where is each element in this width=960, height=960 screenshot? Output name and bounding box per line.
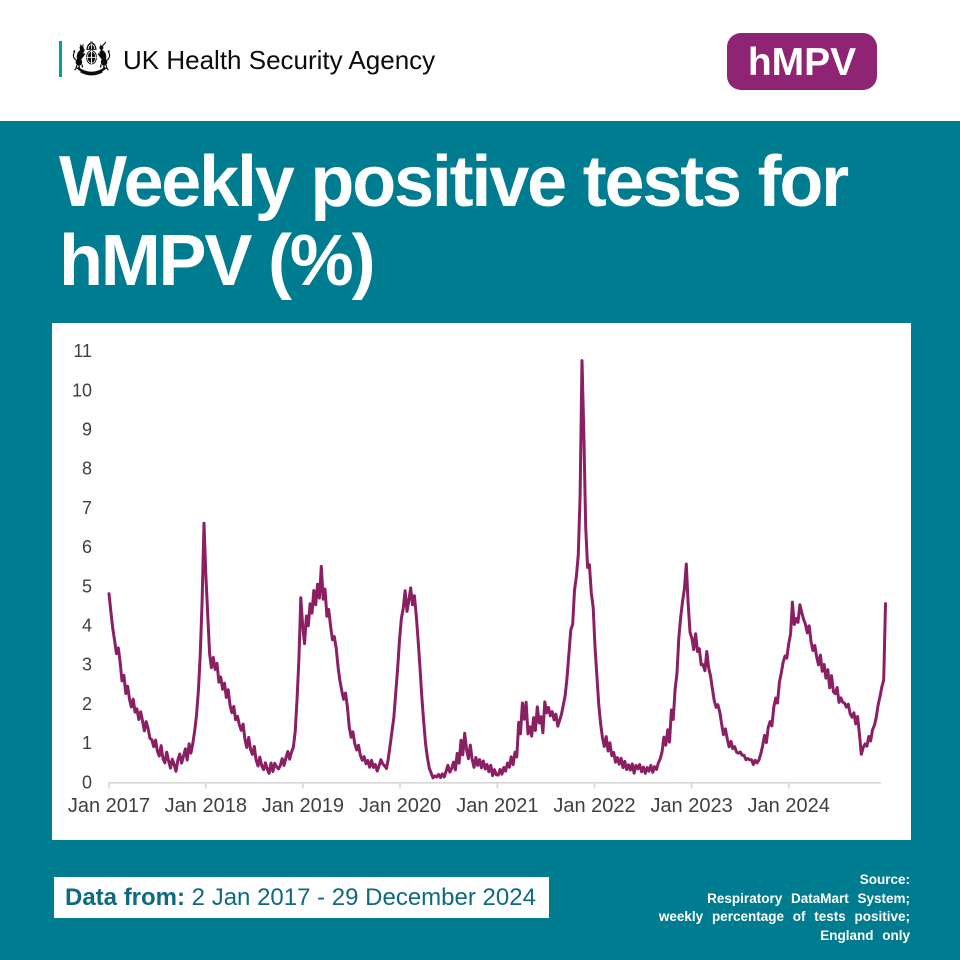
svg-text:3: 3: [82, 655, 92, 675]
svg-text:6: 6: [82, 537, 92, 557]
svg-text:0: 0: [82, 772, 92, 792]
svg-text:Jan 2019: Jan 2019: [262, 795, 344, 817]
svg-text:Jan 2020: Jan 2020: [359, 795, 441, 817]
svg-text:2: 2: [82, 694, 92, 714]
svg-text:10: 10: [72, 380, 92, 400]
svg-text:7: 7: [82, 498, 92, 518]
svg-text:1: 1: [82, 733, 92, 753]
svg-text:Jan 2023: Jan 2023: [650, 795, 732, 817]
svg-text:9: 9: [82, 420, 92, 440]
svg-text:4: 4: [82, 616, 92, 636]
svg-text:8: 8: [82, 459, 92, 479]
svg-text:Jan 2017: Jan 2017: [68, 795, 150, 817]
svg-text:Jan 2022: Jan 2022: [553, 795, 635, 817]
svg-text:5: 5: [82, 576, 92, 596]
svg-text:Jan 2021: Jan 2021: [456, 795, 538, 817]
svg-text:Jan 2024: Jan 2024: [748, 795, 830, 817]
svg-text:11: 11: [73, 341, 92, 361]
svg-text:Jan 2018: Jan 2018: [165, 795, 247, 817]
